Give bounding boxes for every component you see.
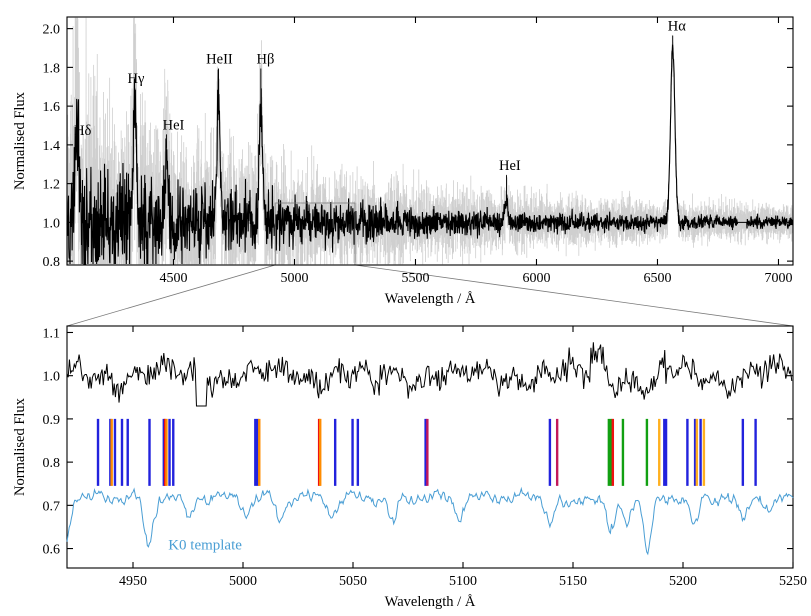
top-peak-label: HeI bbox=[163, 117, 185, 133]
top-peak-label: HeII bbox=[206, 52, 233, 68]
top-peak-label: Hβ bbox=[257, 52, 275, 68]
bottom-yticklabel: 0.9 bbox=[43, 413, 61, 428]
top-xaxis-title: Wavelength / Å bbox=[385, 291, 476, 307]
top-yticklabel: 1.4 bbox=[43, 139, 61, 154]
top-axes-frame bbox=[66, 16, 794, 266]
bottom-xticklabel: 4950 bbox=[119, 574, 147, 589]
top-xticklabel: 5000 bbox=[280, 271, 308, 286]
bottom-yticklabel: 0.6 bbox=[43, 543, 61, 558]
top-yticklabel: 1.2 bbox=[43, 178, 61, 193]
k0-template-label: K0 template bbox=[168, 537, 242, 553]
connector-right bbox=[354, 264, 794, 327]
bottom-xticklabel: 5200 bbox=[669, 574, 697, 589]
bottom-xaxis-title: Wavelength / Å bbox=[385, 594, 476, 610]
top-peak-label: HeI bbox=[499, 158, 521, 174]
bottom-axes-frame bbox=[66, 325, 794, 569]
bottom-yticklabel: 0.8 bbox=[43, 456, 61, 471]
bottom-xticklabel: 5250 bbox=[779, 574, 807, 589]
bottom-yticklabel: 1.0 bbox=[43, 370, 61, 385]
top-yticklabel: 1.8 bbox=[43, 61, 61, 76]
top-spectrum-trace bbox=[66, 44, 794, 265]
top-yaxis-title: Normalised Flux bbox=[12, 91, 28, 190]
top-xticklabel: 6000 bbox=[522, 271, 550, 286]
bottom-xticklabel: 5150 bbox=[559, 574, 587, 589]
top-xticklabel: 7000 bbox=[764, 271, 792, 286]
top-xticklabel: 5500 bbox=[401, 271, 429, 286]
bottom-xticklabel: 5000 bbox=[229, 574, 257, 589]
bottom-xticklabel: 5100 bbox=[449, 574, 477, 589]
top-peak-label: Hδ bbox=[74, 123, 91, 139]
top-yticklabel: 1.0 bbox=[43, 216, 61, 231]
top-yticklabel: 0.8 bbox=[43, 255, 61, 270]
top-yticklabel: 2.0 bbox=[43, 23, 61, 38]
top-peak-label: Hγ bbox=[128, 71, 145, 87]
bottom-xticklabel: 5050 bbox=[339, 574, 367, 589]
top-xticklabel: 4500 bbox=[159, 271, 187, 286]
top-peak-label: Hα bbox=[668, 19, 686, 35]
bottom-yaxis-title: Normalised Flux bbox=[12, 397, 28, 496]
bottom-target-spectrum bbox=[66, 342, 793, 407]
bottom-yticklabel: 1.1 bbox=[43, 326, 61, 341]
bottom-yticklabel: 0.7 bbox=[43, 499, 61, 514]
connector-left bbox=[66, 264, 276, 327]
bottom-k0-template-trace bbox=[66, 486, 794, 556]
top-xticklabel: 6500 bbox=[643, 271, 671, 286]
top-yticklabel: 1.6 bbox=[43, 100, 61, 115]
